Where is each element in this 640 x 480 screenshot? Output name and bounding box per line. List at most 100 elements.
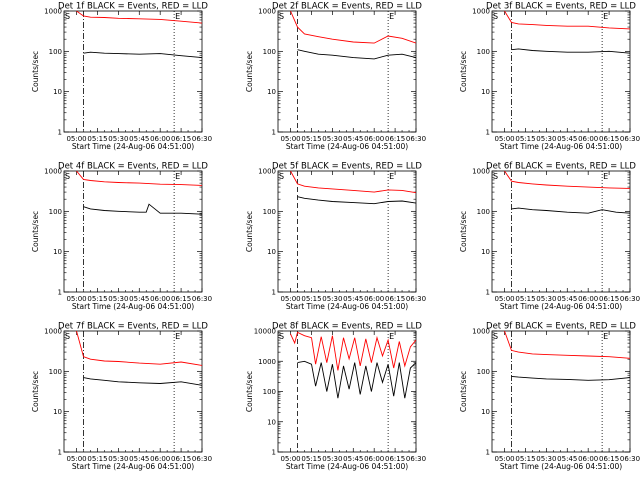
- plot-frame: [491, 170, 631, 293]
- start-marker-label: S: [493, 12, 498, 21]
- x-tick-label: 05:15: [87, 295, 107, 303]
- detector-panel-1: Det 1f BLACK = Events, RED = LLD 1 10 100 10…: [31, 2, 212, 152]
- x-tick-label: 05:00: [66, 295, 86, 303]
- x-tick-label: 05:00: [280, 295, 300, 303]
- y-tick-label: 100: [263, 388, 276, 396]
- x-axis-label: Start Time (24-Aug-06 04:51:00): [72, 302, 194, 311]
- x-tick-label: 05:15: [301, 135, 321, 143]
- end-marker-label: E: [603, 332, 608, 341]
- y-tick-label: 100: [263, 208, 276, 216]
- x-tick-label: 06:30: [406, 135, 426, 143]
- lld-series-line: [504, 171, 630, 189]
- x-tick-label: 06:15: [171, 455, 191, 463]
- x-tick-label: 05:30: [536, 295, 556, 303]
- end-marker-label: E: [175, 332, 180, 341]
- events-series-line: [83, 203, 202, 215]
- x-tick-label: 05:30: [322, 295, 342, 303]
- x-tick-label: 05:15: [515, 295, 535, 303]
- x-tick-label: 05:00: [66, 135, 86, 143]
- start-marker-label: S: [279, 332, 284, 341]
- plot-frame: [277, 170, 417, 293]
- y-tick-label: 1000: [44, 8, 62, 16]
- x-tick-label: 06:30: [406, 455, 426, 463]
- panel-title: Det 9f BLACK = Events, RED = LLD: [486, 322, 636, 332]
- y-tick-label: 100: [477, 208, 490, 216]
- y-tick-label: 1: [58, 289, 62, 297]
- plot-frame: [63, 10, 203, 133]
- x-tick-label: 05:00: [280, 135, 300, 143]
- events-series-line: [297, 49, 416, 60]
- x-tick-label: 06:15: [599, 135, 619, 143]
- y-tick-label: 100: [49, 208, 62, 216]
- x-tick-label: 05:30: [536, 135, 556, 143]
- panel-title: Det 6f BLACK = Events, RED = LLD: [486, 162, 636, 172]
- x-tick-label: 05:15: [87, 135, 107, 143]
- y-tick-label: 10: [481, 88, 490, 96]
- x-tick-label: 06:30: [192, 135, 212, 143]
- end-marker-label: E: [603, 172, 608, 181]
- x-tick-label: 06:00: [578, 135, 598, 143]
- x-tick-label: 05:30: [322, 455, 342, 463]
- plot-frame: [277, 10, 417, 133]
- x-tick-label: 05:45: [343, 455, 363, 463]
- x-tick-label: 06:00: [578, 455, 598, 463]
- x-tick-label: 06:00: [150, 135, 170, 143]
- lld-series-line: [290, 171, 416, 194]
- y-axis-label: Counts/sec: [245, 371, 254, 412]
- x-tick-label: 05:30: [108, 295, 128, 303]
- y-tick-label: 1000: [258, 358, 276, 366]
- panel-title: Det 5f BLACK = Events, RED = LLD: [272, 162, 422, 172]
- x-tick-label: 05:00: [66, 455, 86, 463]
- x-tick-label: 05:45: [129, 135, 149, 143]
- y-axis-label: Counts/sec: [245, 51, 254, 92]
- y-tick-label: 100: [263, 48, 276, 56]
- y-tick-label: 1000: [44, 168, 62, 176]
- x-tick-label: 06:00: [150, 295, 170, 303]
- plot-frame: [63, 330, 203, 453]
- detector-panel-3: Det 3f BLACK = Events, RED = LLD 1 10 100 10…: [459, 2, 640, 152]
- x-tick-label: 05:45: [343, 295, 363, 303]
- x-axis-label: Start Time (24-Aug-06 04:51:00): [72, 462, 194, 471]
- y-tick-label: 1: [486, 449, 490, 457]
- detector-panel-4: Det 4f BLACK = Events, RED = LLD 1 10 100 10…: [31, 162, 212, 312]
- y-axis-label: Counts/sec: [31, 51, 40, 92]
- y-tick-label: 1: [486, 289, 490, 297]
- detector-panel-7: Det 7f BLACK = Events, RED = LLD 1 10 100 10…: [31, 322, 212, 472]
- x-tick-label: 05:15: [301, 455, 321, 463]
- x-tick-label: 05:15: [515, 455, 535, 463]
- events-series-line: [511, 207, 630, 214]
- y-tick-label: 1000: [44, 328, 62, 336]
- y-tick-label: 10: [481, 248, 490, 256]
- start-marker-label: S: [65, 12, 70, 21]
- start-marker-label: S: [279, 172, 284, 181]
- x-tick-label: 06:30: [192, 455, 212, 463]
- y-axis-label: Counts/sec: [459, 211, 468, 252]
- x-axis-label: Start Time (24-Aug-06 04:51:00): [286, 462, 408, 471]
- events-series-line: [511, 48, 630, 54]
- x-tick-label: 06:30: [620, 135, 640, 143]
- y-tick-label: 10000: [254, 328, 276, 336]
- x-axis-label: Start Time (24-Aug-06 04:51:00): [500, 142, 622, 151]
- y-tick-label: 100: [477, 368, 490, 376]
- y-tick-label: 100: [49, 48, 62, 56]
- end-marker-label: E: [175, 172, 180, 181]
- start-marker-label: S: [493, 172, 498, 181]
- events-series-line: [297, 360, 416, 399]
- y-tick-label: 1: [58, 449, 62, 457]
- x-tick-label: 05:30: [536, 455, 556, 463]
- x-tick-label: 06:15: [385, 455, 405, 463]
- y-axis-label: Counts/sec: [245, 211, 254, 252]
- y-tick-label: 1: [272, 289, 276, 297]
- y-tick-label: 1: [58, 129, 62, 137]
- end-marker-label: E: [175, 12, 180, 21]
- x-tick-label: 06:30: [620, 295, 640, 303]
- start-marker-label: S: [493, 332, 498, 341]
- x-tick-label: 06:00: [364, 295, 384, 303]
- y-tick-label: 1000: [258, 8, 276, 16]
- y-tick-label: 100: [49, 368, 62, 376]
- y-axis-label: Counts/sec: [459, 51, 468, 92]
- panel-title: Det 4f BLACK = Events, RED = LLD: [58, 162, 208, 172]
- y-axis-label: Counts/sec: [459, 371, 468, 412]
- end-marker-label: E: [389, 12, 394, 21]
- detector-panel-2: Det 2f BLACK = Events, RED = LLD 1 10 100 10…: [245, 2, 426, 152]
